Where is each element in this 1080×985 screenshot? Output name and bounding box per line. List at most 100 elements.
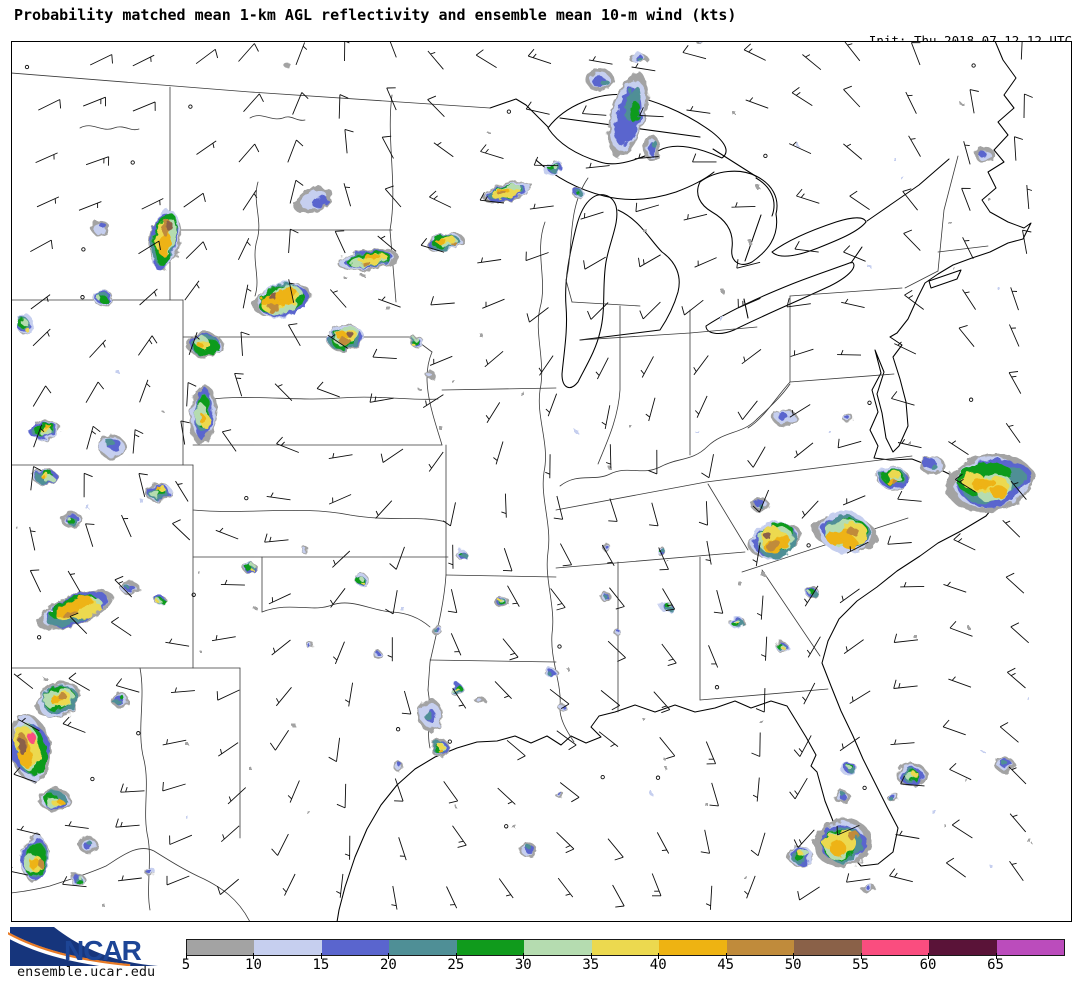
wind-barb	[211, 635, 236, 642]
wind-barb	[243, 93, 264, 112]
wind-barb	[316, 381, 340, 398]
storm-cell	[111, 691, 129, 709]
wind-barb	[743, 43, 766, 61]
wind-barb	[237, 238, 251, 260]
wind-barb	[295, 42, 308, 66]
storm-cell	[542, 160, 564, 176]
wind-barb	[83, 472, 93, 498]
wind-barb	[601, 544, 615, 567]
wind-barb	[804, 585, 819, 607]
wind-barb	[344, 42, 350, 62]
wind-barb	[443, 781, 459, 804]
wind-barb	[793, 735, 812, 757]
wind-barb	[275, 687, 292, 707]
wind-barb	[336, 873, 344, 898]
wind-barb	[802, 682, 816, 705]
wind-barb	[946, 857, 966, 878]
wind-barb	[683, 213, 708, 221]
colorbar-segment-15	[321, 940, 390, 955]
wind-barb	[132, 101, 156, 112]
wind-barb	[634, 153, 659, 160]
wind-barb	[377, 296, 401, 308]
wind-barb	[32, 385, 52, 407]
wind-barb	[713, 589, 724, 614]
wind-barb	[731, 202, 756, 208]
wind-barb	[793, 829, 815, 848]
storm-cell	[252, 282, 312, 318]
wind-barb	[894, 341, 917, 355]
wind-barb	[115, 678, 140, 693]
wind-barb	[430, 296, 455, 306]
storm-cell	[886, 792, 900, 802]
wind-barb	[600, 690, 620, 711]
wind-barb	[533, 156, 559, 167]
wind-barb	[188, 332, 200, 356]
wind-barb	[1007, 667, 1026, 689]
wind-barb	[694, 395, 708, 418]
wind-barb	[751, 732, 761, 757]
wind-barb	[282, 873, 296, 896]
wind-barb	[375, 500, 393, 519]
wind-barb	[494, 681, 512, 700]
wind-barb	[843, 245, 866, 262]
wind-barb	[480, 144, 504, 160]
storm-cell	[842, 413, 854, 423]
wind-barb	[64, 821, 89, 829]
wind-barb	[1010, 480, 1027, 500]
wind-barb	[756, 595, 764, 620]
wind-barb	[837, 349, 862, 356]
storm-cell	[430, 738, 450, 758]
wind-barb	[380, 448, 404, 463]
wind-barb	[844, 42, 861, 62]
wind-barb	[266, 492, 291, 501]
wind-barb	[162, 781, 186, 792]
wind-barb	[903, 229, 921, 251]
wind-barb	[38, 99, 62, 111]
wind-barb	[640, 356, 654, 378]
wind-barb	[69, 612, 88, 635]
wind-barb	[287, 780, 300, 803]
wind-barb	[639, 301, 661, 320]
wind-barb	[598, 731, 619, 747]
wind-barb	[705, 741, 717, 765]
storm-cell	[417, 698, 443, 732]
storm-cell	[17, 314, 34, 336]
wind-barb	[172, 519, 191, 541]
wind-barb	[694, 257, 717, 268]
wind-barb	[292, 92, 309, 115]
reflectivity-layer	[12, 42, 1036, 908]
wind-barb	[893, 633, 919, 643]
storm-cell	[28, 419, 61, 441]
wind-barb	[905, 91, 917, 114]
wind-barb	[651, 873, 662, 897]
storm-cell	[292, 186, 334, 214]
storm-cell	[144, 867, 156, 877]
wind-barb	[545, 393, 558, 417]
wind-barb	[839, 588, 860, 604]
wind-barb	[645, 397, 656, 422]
wind-barb	[30, 466, 42, 491]
wind-barb	[741, 349, 762, 365]
wind-barb	[789, 404, 811, 418]
wind-barb	[330, 588, 346, 608]
wind-barb	[83, 96, 106, 107]
wind-barb	[1010, 622, 1029, 644]
wind-barb	[336, 783, 347, 809]
storm-cell	[31, 468, 59, 486]
wind-barb	[752, 542, 761, 567]
wind-barb	[659, 737, 676, 760]
colorbar-segment-20	[389, 940, 457, 955]
storm-cell	[425, 369, 435, 379]
wind-barb	[450, 633, 462, 656]
wind-barb	[752, 489, 770, 513]
wind-barb	[842, 495, 866, 506]
wind-barb	[701, 454, 714, 479]
wind-barb	[662, 588, 676, 612]
colorbar-tick-label: 35	[582, 957, 600, 973]
wind-barb	[585, 162, 610, 169]
wind-barb	[132, 54, 155, 67]
wind-barb	[1002, 519, 1021, 538]
wind-barb	[85, 381, 105, 403]
colorbar-segment-45	[726, 940, 795, 955]
wind-barb	[502, 548, 513, 572]
